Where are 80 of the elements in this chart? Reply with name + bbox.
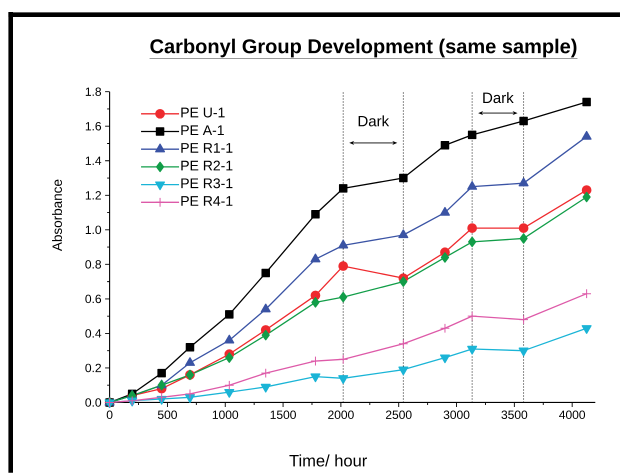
point (225, 352, 234, 363)
x-tick-label: 2000 (328, 410, 354, 420)
point (520, 233, 528, 244)
point (310, 254, 320, 262)
point (224, 380, 234, 390)
x-tick-label: 0 (106, 410, 112, 420)
point (440, 140, 450, 150)
point (311, 210, 320, 219)
point (440, 206, 450, 216)
annotation: Dark (483, 92, 514, 104)
point (467, 311, 478, 322)
point (518, 348, 529, 356)
y-tick-label: 1.4 (86, 156, 102, 165)
point (260, 384, 271, 393)
point (398, 366, 408, 376)
point (260, 304, 271, 312)
x-tick-label: 3000 (444, 410, 470, 420)
x-tick-label: 500 (158, 410, 177, 420)
y-tick-label: 1.2 (86, 191, 101, 200)
legend-label: PE U-1 (181, 108, 225, 118)
x-tick-label: 1500 (270, 410, 296, 420)
annotation: Dark (358, 115, 390, 126)
point (338, 184, 348, 193)
point (467, 346, 478, 355)
y-axis-title: Absorbance (52, 180, 62, 252)
legend-label: PE R4-1 (181, 196, 232, 206)
legend-label: PE R3-1 (181, 178, 232, 188)
point (518, 178, 529, 186)
x-axis-title: Time/ hour (289, 454, 367, 467)
y-tick-label: 0.4 (85, 329, 102, 338)
y-tick-label: 1.0 (86, 226, 102, 234)
point (156, 392, 167, 402)
point (260, 368, 271, 378)
point (185, 388, 195, 399)
y-tick-label: 1.6 (86, 122, 102, 130)
point (519, 116, 528, 126)
point (467, 181, 478, 190)
point (339, 292, 348, 302)
point (310, 373, 320, 382)
point (398, 338, 408, 349)
point (582, 98, 591, 106)
point (338, 240, 348, 249)
y-tick-label: 0.6 (85, 294, 102, 304)
x-tick-label: 3500 (501, 410, 528, 420)
x-tick-label: 2500 (386, 410, 412, 420)
legend-label: PE A-1 (181, 125, 224, 136)
point (440, 252, 450, 263)
point (311, 297, 320, 308)
point (468, 130, 476, 140)
point (440, 323, 450, 334)
point (225, 310, 234, 319)
legend-label: PE R2-1 (181, 160, 232, 170)
chart-title: Carbonyl Group Development (same sample) (150, 38, 576, 58)
y-tick-label: 1.8 (86, 87, 102, 96)
point (398, 229, 408, 238)
point (582, 130, 592, 140)
point (468, 236, 476, 248)
point (224, 388, 234, 398)
point (518, 314, 528, 325)
y-tick-label: 0.8 (85, 260, 102, 269)
point (518, 223, 528, 233)
point (186, 342, 194, 352)
y-tick-label: 0.0 (85, 398, 102, 407)
point (157, 368, 166, 378)
point (467, 223, 477, 233)
point (582, 192, 591, 202)
point (338, 354, 348, 364)
point (399, 276, 408, 287)
point (582, 325, 592, 334)
point (338, 261, 348, 271)
point (440, 354, 450, 364)
x-tick-label: 1000 (212, 410, 238, 420)
point (582, 288, 592, 299)
y-tick-label: 0.2 (85, 364, 101, 372)
legend-label: PE R1-1 (181, 143, 232, 153)
point (399, 174, 408, 182)
x-tick-label: 4000 (559, 410, 586, 420)
point (338, 375, 348, 384)
point (261, 268, 270, 278)
point (262, 330, 270, 340)
